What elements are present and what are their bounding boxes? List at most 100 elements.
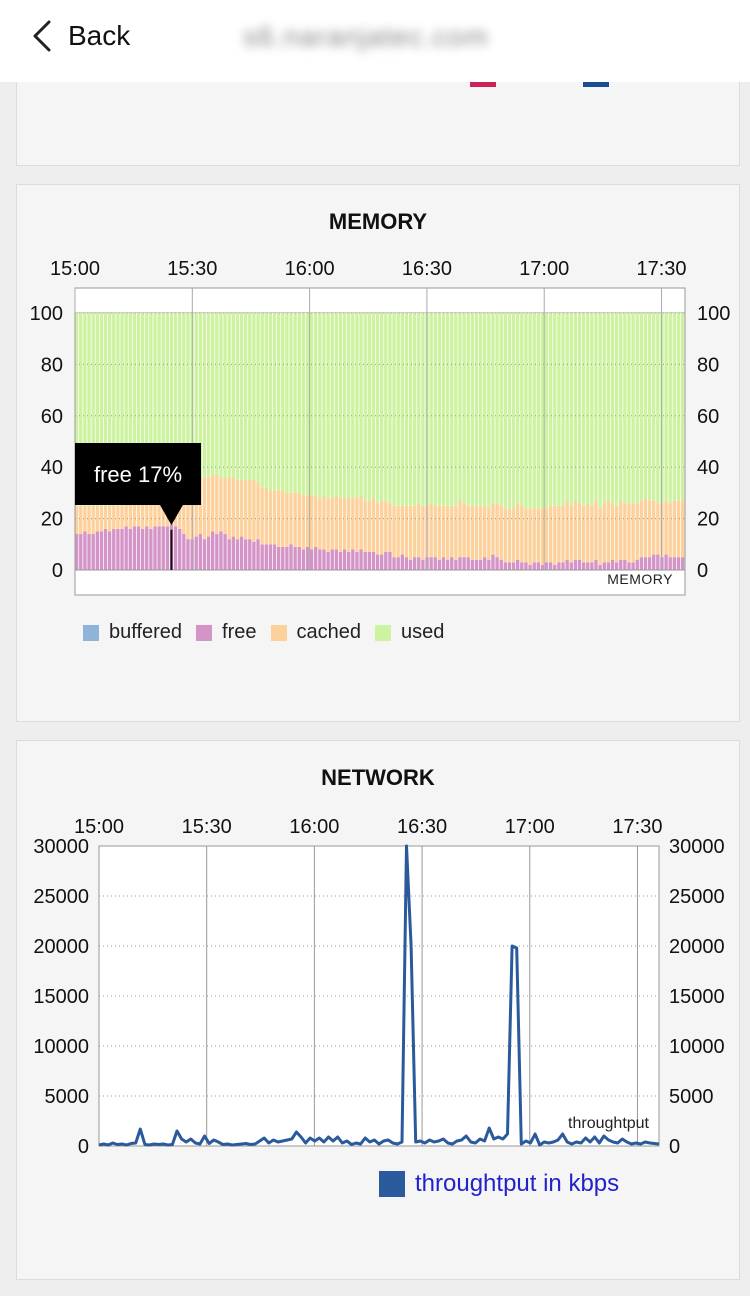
network-y-tick-right: 15000 (669, 986, 725, 1008)
back-button[interactable]: Back (30, 16, 130, 56)
memory-bar-used (227, 313, 231, 478)
memory-bar-free (672, 557, 677, 570)
memory-bar-cached (223, 477, 227, 535)
top-nav-bar: Back s6.naranjatec.com (0, 0, 750, 82)
memory-bar-used (499, 313, 503, 506)
memory-bar-used (252, 313, 256, 481)
memory-bar-free (565, 559, 569, 570)
memory-bar-free (553, 564, 557, 570)
memory-bar-cached (252, 480, 256, 542)
memory-bar-free (235, 539, 240, 570)
memory-bar-cached (363, 500, 367, 553)
memory-bar-free (581, 562, 586, 570)
memory-legend-swatch (375, 624, 391, 641)
legend-swatch-red (470, 79, 496, 87)
memory-bar-cached (309, 495, 314, 550)
memory-bar-used (586, 313, 590, 504)
memory-bar-used (569, 313, 573, 506)
memory-bar-cached (474, 505, 479, 560)
memory-bar-used (235, 313, 240, 481)
memory-bar-used (656, 313, 660, 504)
memory-bar-free (128, 528, 132, 570)
network-y-tick-left: 30000 (33, 836, 89, 858)
memory-bar-free (330, 549, 334, 570)
memory-legend-swatch (83, 624, 99, 641)
memory-bar-cached (676, 500, 681, 558)
memory-y-tick-left: 20 (41, 509, 63, 531)
memory-bar-free (355, 552, 359, 570)
memory-y-tick-left: 40 (41, 457, 63, 479)
network-x-tick: 16:00 (289, 816, 339, 838)
memory-chart[interactable]: 15:00 15:30 16:00 16:30 17:00 17:30 0 0 20 20 40 40… (17, 245, 741, 675)
memory-bar-used (404, 313, 409, 506)
memory-bar-used (478, 313, 483, 506)
memory-bar-cached (491, 503, 495, 555)
memory-x-tick: 16:00 (285, 258, 335, 280)
memory-bar-free (487, 559, 491, 570)
memory-bar-used (293, 313, 297, 493)
memory-bar-cached (520, 505, 524, 563)
memory-bar-used (338, 313, 343, 499)
memory-bar-cached (396, 505, 400, 558)
memory-bar-cached (83, 505, 87, 532)
memory-legend-item-cached[interactable]: cached (270, 621, 361, 644)
memory-bar-cached (561, 505, 565, 563)
memory-bar-free (112, 528, 116, 570)
memory-bar-used (470, 313, 475, 506)
memory-bar-used (384, 313, 388, 501)
memory-bar-free (503, 562, 508, 570)
memory-bar-cached (569, 505, 573, 563)
memory-y-tick-left: 0 (52, 560, 63, 582)
memory-bar-free (211, 531, 215, 570)
memory-legend-item-buffered[interactable]: buffered (83, 621, 182, 644)
memory-x-tick: 16:30 (402, 258, 452, 280)
memory-legend-item-free[interactable]: free (196, 621, 257, 644)
memory-bar-free (602, 562, 606, 570)
network-chart-title: NETWORK (321, 765, 435, 790)
memory-legend-item-used[interactable]: used (375, 621, 444, 644)
memory-bar-free (495, 557, 499, 570)
network-x-tick: 17:00 (505, 816, 555, 838)
memory-y-tick-right: 60 (697, 406, 719, 428)
memory-bar-used (281, 313, 285, 491)
memory-bar-cached (499, 505, 503, 560)
memory-bar-free (421, 559, 425, 570)
memory-bar-cached (614, 505, 619, 563)
memory-legend-label: free (222, 621, 257, 643)
memory-x-tick: 15:30 (167, 258, 217, 280)
memory-bar-free (293, 546, 297, 570)
memory-bar-cached (235, 480, 240, 540)
memory-bar-cached (680, 500, 685, 558)
memory-bar-cached (231, 477, 235, 537)
memory-bar-used (581, 313, 586, 506)
memory-bar-cached (544, 508, 549, 563)
memory-bar-cached (186, 485, 190, 540)
memory-bar-free (182, 534, 186, 570)
memory-bar-used (211, 313, 215, 475)
memory-bar-cached (161, 500, 165, 527)
memory-bar-cached (483, 505, 487, 558)
memory-bar-cached (120, 505, 124, 529)
network-x-tick: 16:30 (397, 816, 447, 838)
network-chart[interactable]: 15:00 15:30 16:00 16:30 17:00 17:30 0 0 5000 5000… (17, 801, 741, 1231)
memory-bar-cached (627, 503, 631, 563)
memory-bar-used (561, 313, 565, 506)
memory-bar-used (351, 313, 355, 499)
memory-bar-free (301, 549, 306, 570)
memory-bar-used (87, 313, 91, 506)
memory-bar-free (561, 562, 565, 570)
network-y-tick-left: 10000 (33, 1036, 89, 1058)
memory-bar-cached (400, 505, 404, 555)
memory-bar-free (157, 526, 161, 570)
back-label: Back (68, 20, 131, 51)
memory-bar-used (322, 313, 326, 496)
memory-bar-cached (586, 503, 590, 563)
memory-chart-title: MEMORY (328, 209, 428, 234)
memory-bar-free (384, 552, 388, 570)
memory-bar-cached (211, 474, 215, 532)
memory-bar-cached (598, 508, 602, 565)
memory-bar-cached (639, 500, 644, 558)
memory-bar-used (627, 313, 631, 504)
memory-bar-free (363, 552, 367, 570)
memory-bar-used (511, 313, 516, 509)
